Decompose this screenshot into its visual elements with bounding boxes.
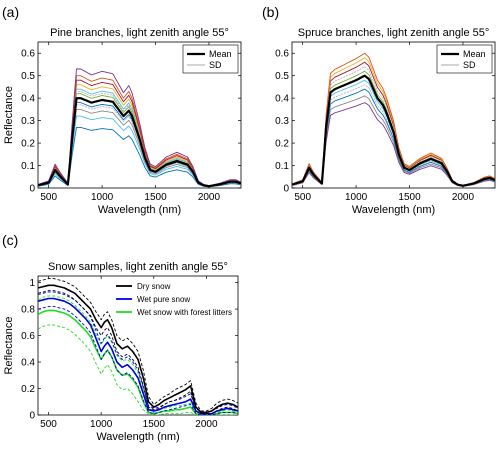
x-tick-label: 2000 [195, 419, 218, 430]
x-tick-label: 1500 [143, 419, 166, 430]
plot-frame [291, 41, 496, 189]
x-axis-label: Wavelength (nm) [352, 204, 435, 216]
legend-entry: Dry snow [137, 282, 171, 291]
x-tick-label: 500 [40, 192, 57, 203]
plot-frame [37, 275, 239, 416]
legend-entry: SD [463, 60, 476, 70]
series-line [38, 284, 238, 414]
chart-title: Pine branches, light zenith angle 55° [50, 27, 229, 39]
y-tick-label: 1 [29, 278, 35, 289]
y-tick-label: 0.5 [21, 71, 35, 82]
series-line [38, 97, 241, 188]
legend: Dry snow Wet pure snow Wet snow with fores… [116, 282, 232, 317]
legend-entry: Wet pure snow [137, 295, 190, 304]
panel-label: (b) [262, 4, 279, 20]
y-tick-label: 0 [29, 411, 35, 422]
plot-frame [37, 41, 242, 189]
y-tick-label: 0.6 [21, 49, 35, 60]
series-line [38, 309, 238, 415]
chart-title: Spruce branches, light zenith angle 55° [298, 27, 490, 39]
y-tick-label: 0.4 [275, 94, 289, 105]
series-group [292, 52, 495, 187]
series-line [38, 305, 238, 415]
y-axis-label: Reflectance [3, 316, 15, 374]
chart-panel-2: (b) Spruce branches, light zenith angle 5… [262, 4, 496, 216]
legend-box [182, 44, 239, 74]
y-tick-label: 0.3 [21, 116, 35, 127]
x-tick-label: 2000 [452, 192, 475, 203]
x-tick-label: 2000 [198, 192, 221, 203]
y-tick-label: 0.1 [21, 161, 35, 172]
x-axis-label: Wavelength (nm) [96, 431, 179, 443]
y-tick-label: 0.6 [275, 49, 289, 60]
y-tick-label: 0.6 [21, 331, 35, 342]
y-tick-label: 0.4 [21, 94, 35, 105]
legend-box [436, 44, 493, 74]
legend-entry: Mean [463, 49, 486, 59]
x-tick-label: 1000 [91, 192, 114, 203]
y-tick-label: 0 [29, 184, 35, 195]
y-tick-label: 0.1 [275, 161, 289, 172]
y-tick-label: 0.8 [21, 305, 35, 316]
panel-label: (a) [2, 4, 19, 20]
y-tick-label: 0.2 [21, 139, 35, 150]
chart-title: Snow samples, light zenith angle 55° [48, 261, 228, 273]
chart-panel-3: (c) Snow samples, light zenith angle 55° 5… [2, 232, 239, 443]
series-line [38, 291, 238, 415]
y-tick-label: 0.3 [275, 116, 289, 127]
series-line [292, 74, 495, 187]
x-tick-label: 1500 [398, 192, 421, 203]
x-axis-label: Wavelength (nm) [98, 204, 181, 216]
y-tick-label: 0.2 [275, 139, 289, 150]
chart-panel-1: (a) Pine branches, light zenith angle 55°… [2, 4, 242, 216]
panel-label: (c) [2, 232, 18, 248]
y-axis-label: Reflectance [3, 86, 15, 144]
x-tick-label: 1000 [90, 419, 113, 430]
y-tick-label: 0.4 [21, 358, 35, 369]
legend-entry: Wet snow with forest litters [137, 308, 232, 317]
y-tick-label: 0 [283, 184, 289, 195]
y-tick-label: 0.2 [21, 384, 35, 395]
series-line [38, 278, 238, 412]
series-line [38, 324, 238, 415]
x-tick-label: 500 [40, 419, 57, 430]
series-group [38, 68, 241, 188]
series-group [38, 278, 238, 415]
legend-entry: Mean [209, 49, 232, 59]
x-tick-label: 500 [294, 192, 311, 203]
x-tick-label: 1000 [345, 192, 368, 203]
y-tick-label: 0.5 [275, 71, 289, 82]
x-tick-label: 1500 [144, 192, 167, 203]
legend-entry: SD [209, 60, 222, 70]
